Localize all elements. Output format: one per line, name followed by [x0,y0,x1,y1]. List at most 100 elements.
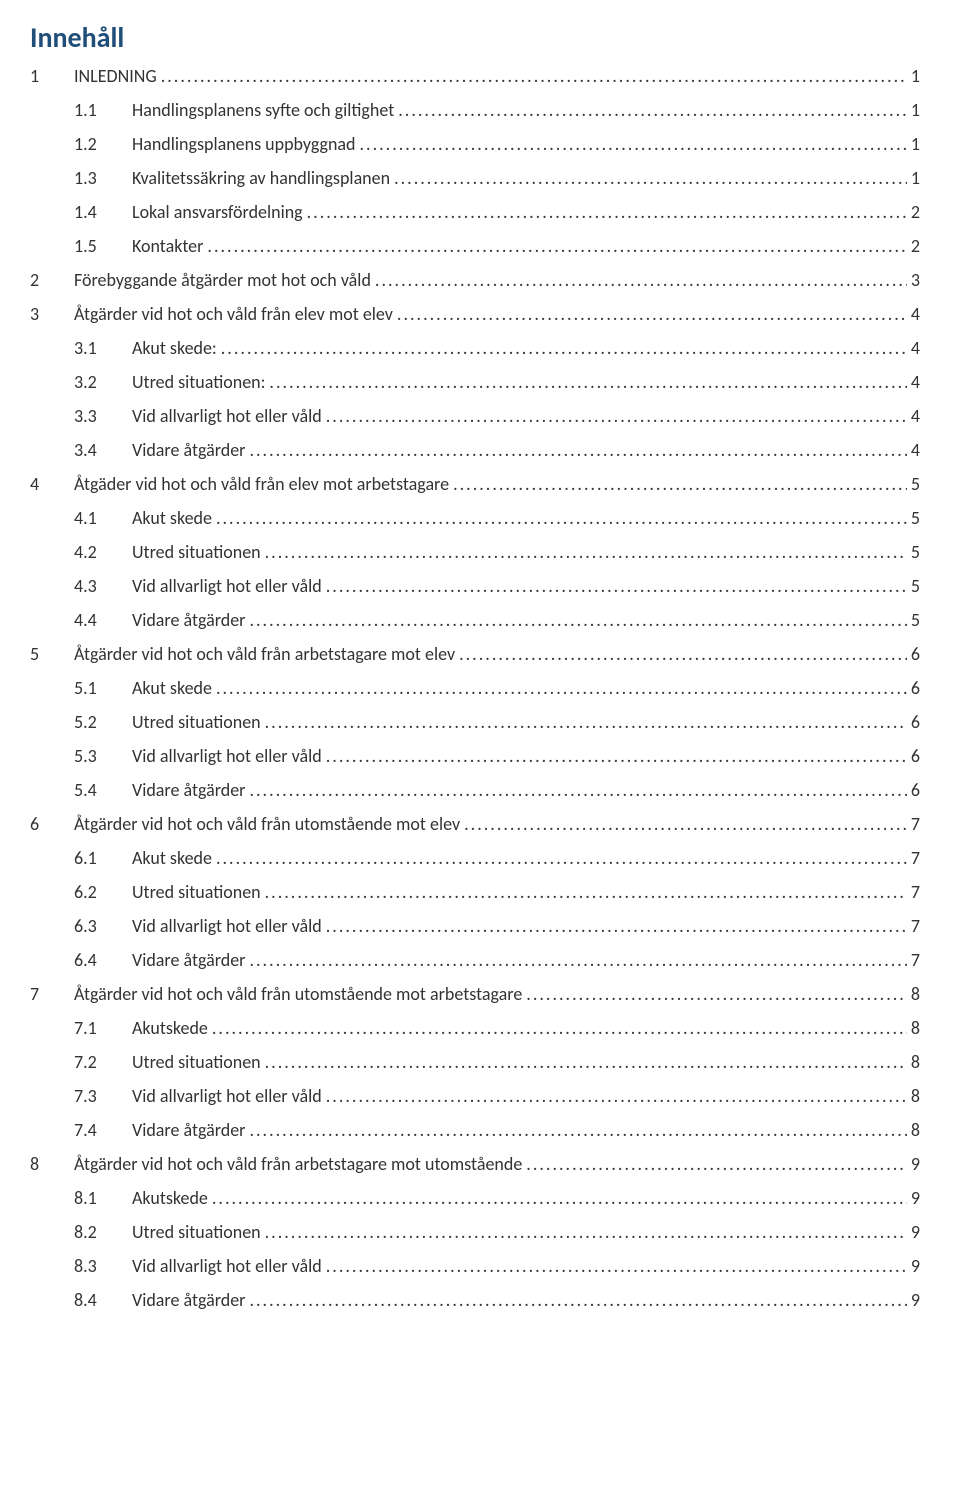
toc-dot-leader [326,577,907,595]
toc-dot-leader [526,985,907,1003]
toc-entry-page: 1 [911,67,920,85]
toc-dot-leader [526,1155,907,1173]
toc-entry-number: 6.2 [74,883,132,901]
toc-entry-page: 6 [911,747,920,765]
toc-entry-page: 9 [911,1155,920,1173]
toc-entry[interactable]: 7.3Vid allvarligt hot eller våld8 [30,1087,920,1105]
toc-entry[interactable]: 1.3Kvalitetssäkring av handlingsplanen1 [30,169,920,187]
toc-entry[interactable]: 8.4Vidare åtgärder 9 [30,1291,920,1309]
toc-entry-number: 5.1 [74,679,132,697]
toc-dot-leader [375,271,907,289]
toc-entry[interactable]: 5.3Vid allvarligt hot eller våld6 [30,747,920,765]
toc-entry-number: 1.2 [74,135,132,153]
toc-entry-title: Vidare åtgärder [132,781,245,799]
toc-entry-title: Vidare åtgärder [132,1291,245,1309]
toc-entry[interactable]: 4.4Vidare åtgärder5 [30,611,920,629]
toc-entry[interactable]: 1.5Kontakter2 [30,237,920,255]
toc-dot-leader [249,441,906,459]
toc-entry-number: 4.3 [74,577,132,595]
toc-entry[interactable]: 5.2Utred situationen6 [30,713,920,731]
toc-entry[interactable]: 1.4Lokal ansvarsfördelning2 [30,203,920,221]
toc-entry-title: Vidare åtgärder [132,951,245,969]
toc-dot-leader [269,373,906,391]
toc-entry[interactable]: 5Åtgärder vid hot och våld från arbetsta… [30,645,920,663]
toc-entry-page: 8 [911,1019,920,1037]
toc-entry-title: Utred situationen [132,543,261,561]
toc-entry[interactable]: 3.3Vid allvarligt hot eller våld4 [30,407,920,425]
toc-entry-title: Vid allvarligt hot eller våld [132,1257,322,1275]
toc-dot-leader [249,1291,906,1309]
toc-entry-number: 6 [30,815,74,833]
toc-entry-page: 1 [911,169,920,187]
toc-entry[interactable]: 7Åtgärder vid hot och våld från utomståe… [30,985,920,1003]
toc-entry-title: Kvalitetssäkring av handlingsplanen [132,169,390,187]
toc-entry[interactable]: 8.3Vid allvarligt hot eller våld9 [30,1257,920,1275]
toc-entry-title: Åtgärder vid hot och våld från arbetstag… [74,1155,522,1173]
toc-entry[interactable]: 2Förebyggande åtgärder mot hot och våld3 [30,271,920,289]
toc-dot-leader [397,305,907,323]
toc-entry-number: 5 [30,645,74,663]
toc-dot-leader [394,169,907,187]
toc-dot-leader [265,1223,907,1241]
toc-entry[interactable]: 1INLEDNING1 [30,67,920,85]
toc-entry-page: 4 [911,407,920,425]
toc-entry-page: 7 [911,815,920,833]
toc-entry-page: 9 [911,1291,920,1309]
toc-entry-page: 4 [911,441,920,459]
toc-entry[interactable]: 4Åtgäder vid hot och våld från elev mot … [30,475,920,493]
toc-entry-number: 7.1 [74,1019,132,1037]
toc-entry-number: 8.3 [74,1257,132,1275]
toc-entry-number: 8.4 [74,1291,132,1309]
toc-entry[interactable]: 4.3Vid allvarligt hot eller våld5 [30,577,920,595]
toc-entry-title: Utred situationen [132,1053,261,1071]
toc-entry-page: 8 [911,1053,920,1071]
toc-dot-leader [459,645,907,663]
toc-entry[interactable]: 7.1Akutskede8 [30,1019,920,1037]
toc-entry[interactable]: 3.2Utred situationen:4 [30,373,920,391]
toc-entry-number: 3 [30,305,74,323]
toc-entry-page: 6 [911,645,920,663]
toc-entry-title: Akut skede: [132,339,217,357]
toc-entry-page: 2 [911,237,920,255]
toc-entry-page: 8 [911,1087,920,1105]
toc-entry-page: 8 [911,985,920,1003]
toc-entry[interactable]: 6Åtgärder vid hot och våld från utomståe… [30,815,920,833]
toc-dot-leader [265,543,907,561]
toc-entry[interactable]: 7.4Vidare åtgärder8 [30,1121,920,1139]
toc-entry[interactable]: 7.2Utred situationen8 [30,1053,920,1071]
toc-entry-title: Åtgärder vid hot och våld från utomståen… [74,985,522,1003]
toc-dot-leader [265,883,907,901]
toc-entry[interactable]: 8Åtgärder vid hot och våld från arbetsta… [30,1155,920,1173]
toc-entry-number: 4.4 [74,611,132,629]
toc-entry[interactable]: 6.3Vid allvarligt hot eller våld7 [30,917,920,935]
toc-entry-page: 3 [911,271,920,289]
toc-entry[interactable]: 1.2Handlingsplanens uppbyggnad1 [30,135,920,153]
toc-entry[interactable]: 1.1Handlingsplanens syfte och giltighet1 [30,101,920,119]
toc-entry-number: 7.4 [74,1121,132,1139]
toc-dot-leader [221,339,907,357]
toc-entry-title: Åtgärder vid hot och våld från arbetstag… [74,645,455,663]
toc-dot-leader [265,1053,907,1071]
toc-dot-leader [216,679,907,697]
toc-entry-page: 6 [911,781,920,799]
toc-entry[interactable]: 3Åtgärder vid hot och våld från elev mot… [30,305,920,323]
toc-entry[interactable]: 5.1Akut skede6 [30,679,920,697]
toc-entry[interactable]: 3.1Akut skede:4 [30,339,920,357]
toc-entry[interactable]: 6.1Akut skede7 [30,849,920,867]
toc-entry-number: 1.5 [74,237,132,255]
toc-entry[interactable]: 6.4Vidare åtgärder7 [30,951,920,969]
toc-entry[interactable]: 8.2Utred situationen9 [30,1223,920,1241]
toc-entry-title: Vid allvarligt hot eller våld [132,577,322,595]
toc-entry-number: 5.3 [74,747,132,765]
toc-entry[interactable]: 8.1Akutskede9 [30,1189,920,1207]
toc-dot-leader [216,849,907,867]
toc-entry[interactable]: 5.4Vidare åtgärder6 [30,781,920,799]
toc-dot-leader [249,611,906,629]
toc-entry[interactable]: 3.4Vidare åtgärder4 [30,441,920,459]
toc-entry[interactable]: 4.1Akut skede5 [30,509,920,527]
toc-entry[interactable]: 6.2Utred situationen7 [30,883,920,901]
toc-dot-leader [207,237,906,255]
toc-entry[interactable]: 4.2Utred situationen5 [30,543,920,561]
toc-dot-leader [398,101,907,119]
toc-entry-page: 7 [911,849,920,867]
